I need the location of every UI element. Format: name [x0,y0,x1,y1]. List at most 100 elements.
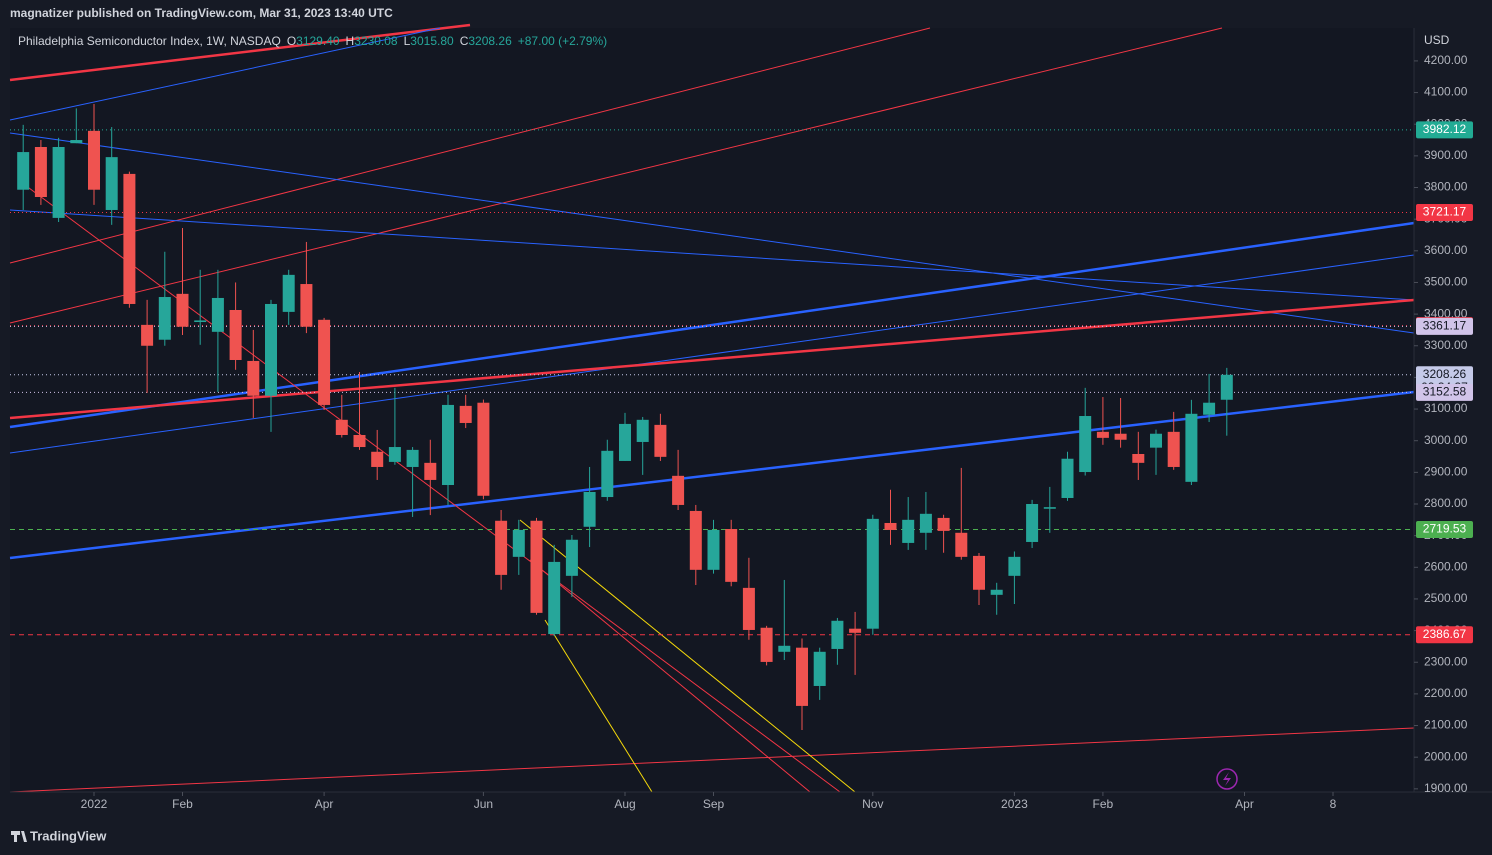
price-marker [1416,121,1473,139]
x-tick-label: 8 [1330,797,1337,811]
trend-line [9,132,1415,334]
price-lines [10,129,1414,636]
y-tick-label: 3400.00 [1424,306,1468,320]
legend-key: C [460,34,469,48]
candle-body [937,517,950,531]
plot-area [10,28,1414,792]
candle-body [52,146,65,218]
candle-body [442,404,454,486]
candle-body [813,651,826,686]
price-marker-label: 3721.17 [1423,205,1467,219]
x-axis: 2022 Feb Apr Jun Aug Sep Nov 2023 Feb Apr 8 [81,792,1337,811]
legend-value: 3015.80 [410,34,454,48]
price-markers: 3982.123721.173363.623361.173208.2609:34… [1416,121,1473,644]
candle-body [229,309,242,360]
price-marker [1416,383,1473,401]
candle-body [1114,433,1127,440]
candle-body [34,146,47,198]
x-tick-label: Feb [172,797,193,811]
x-tick-label: Sep [703,797,725,811]
candle-body [849,628,862,633]
y-tick-label: 4100.00 [1424,85,1468,99]
event-icon[interactable] [1216,768,1238,790]
y-tick-label: 2100.00 [1424,718,1468,732]
trend-line [9,209,1415,301]
candle-body [973,555,985,590]
candle-body [424,462,437,480]
trend-line [9,27,441,121]
brand-logo [11,831,27,842]
y-tick-label: 3800.00 [1424,180,1468,194]
candle-body [141,324,154,346]
y-tick-label: 2500.00 [1424,591,1468,605]
candle-body [1185,413,1198,482]
trend-line [9,27,1223,324]
candle-body [17,152,30,190]
trend-line [9,298,1415,420]
candle-body [831,620,844,649]
candle-body [689,510,702,570]
trend-line [544,619,653,793]
brand: TradingView [30,828,107,843]
candle-body [796,647,808,706]
x-tick-label: Apr [315,797,334,811]
y-tick-label: 2000.00 [1424,749,1468,763]
candle-body [990,589,1003,595]
candle-body [265,303,277,396]
candle-body [884,522,897,530]
candle-body [247,360,260,396]
candle-body [70,140,83,144]
trend-line [9,254,1415,454]
candle-body [300,284,313,327]
candle-body [1132,453,1145,463]
candle-body [1043,507,1056,509]
candle-body [176,293,189,327]
trend-line [9,23,471,82]
candle-body [495,520,508,575]
y-tick-label: 3900.00 [1424,148,1468,162]
published-note: magnatizer published on TradingView.com,… [10,6,393,20]
candle-body [1026,503,1039,542]
candle-body [388,447,401,462]
legend-value: 3129.40 [296,34,340,48]
candle-body [866,518,879,629]
candle-body [530,520,543,613]
candle-body [1079,416,1092,473]
price-marker-label: 3982.12 [1423,122,1467,136]
trend-line [529,559,811,793]
candle-body [919,513,932,533]
x-tick-label: Aug [614,797,635,811]
candle-body [318,319,331,405]
candle-body [105,157,118,210]
price-marker [1416,520,1473,538]
candle-body [902,519,915,543]
candle-body [512,529,525,557]
y-tick-label: 3600.00 [1424,243,1468,257]
x-tick-label: Apr [1235,797,1254,811]
price-marker-label: 2719.53 [1423,522,1467,536]
y-tick-label: 3000.00 [1424,433,1468,447]
candle-body [548,561,561,635]
trend-line [9,727,1415,793]
candle-body [1167,431,1180,467]
candle-body [353,435,366,448]
candle-body [1203,402,1216,415]
price-marker [1416,203,1473,221]
candle-body [406,449,419,467]
event-icon-bolt [1223,772,1231,786]
y-tick-label: 2600.00 [1424,559,1468,573]
candle-body [955,532,968,557]
candle-body [619,423,631,461]
legend-value: 3230.08 [354,34,398,48]
trend-line [9,221,1415,429]
candle-body [725,528,738,582]
trend-lines [9,23,1415,793]
candle-body [565,539,578,576]
candle-body [636,419,649,442]
y-tick-label: 3100.00 [1424,401,1468,415]
legend-key: L [404,34,411,48]
candle-body [477,402,490,496]
x-tick-label: Nov [862,797,883,811]
x-tick-label: Feb [1093,797,1114,811]
